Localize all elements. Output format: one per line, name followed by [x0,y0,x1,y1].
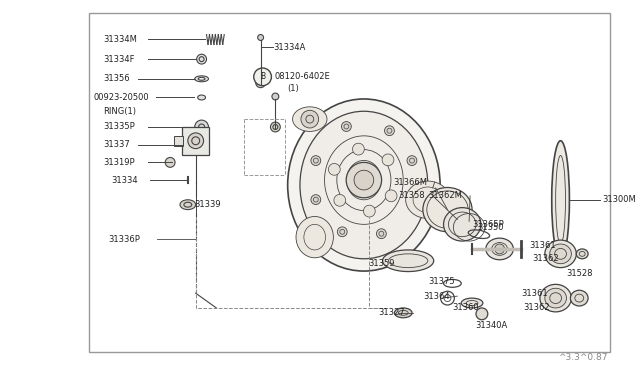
Ellipse shape [540,284,572,312]
Text: 31375: 31375 [428,277,454,286]
Circle shape [346,163,381,198]
Text: 31366M: 31366M [394,177,428,187]
Text: 31362: 31362 [523,304,550,312]
Text: 31356: 31356 [103,74,130,83]
Text: 31359: 31359 [369,259,396,268]
Circle shape [272,93,279,100]
Ellipse shape [300,111,428,259]
Circle shape [407,155,417,166]
Circle shape [495,244,504,254]
Text: 08120-6402E: 08120-6402E [275,72,330,81]
Ellipse shape [550,244,572,264]
Text: 31334: 31334 [111,176,138,185]
Ellipse shape [406,181,450,218]
Text: 31334M: 31334M [103,35,137,44]
Circle shape [188,133,204,149]
Circle shape [253,68,271,86]
Text: 31360: 31360 [452,304,479,312]
Ellipse shape [570,290,588,306]
Text: (1): (1) [287,84,299,93]
Circle shape [385,126,394,136]
Ellipse shape [195,76,209,82]
Text: 31362M: 31362M [428,191,461,201]
Ellipse shape [292,107,327,131]
Ellipse shape [545,288,566,308]
Circle shape [256,78,266,88]
Circle shape [328,163,340,175]
Circle shape [353,143,364,155]
Ellipse shape [545,240,576,267]
Text: 31365P: 31365P [472,220,504,229]
Ellipse shape [287,99,440,271]
Circle shape [342,122,351,131]
Text: 31300M: 31300M [602,195,636,204]
Ellipse shape [552,141,570,259]
Ellipse shape [444,208,481,241]
Text: 00923-20500: 00923-20500 [93,93,149,102]
Circle shape [311,195,321,205]
Circle shape [382,154,394,166]
Ellipse shape [576,249,588,259]
Text: RING(1): RING(1) [103,107,136,116]
Circle shape [407,195,417,205]
Text: 31337: 31337 [103,140,130,149]
Text: 31335P: 31335P [103,122,135,131]
Circle shape [165,157,175,167]
Circle shape [476,308,488,320]
Circle shape [364,205,375,217]
Text: 31334F: 31334F [103,55,135,64]
Text: 31358: 31358 [398,191,425,201]
Text: 31350: 31350 [477,223,504,232]
Ellipse shape [198,95,205,100]
Circle shape [196,54,207,64]
Text: 31334A: 31334A [273,43,306,52]
Text: 31361: 31361 [521,289,548,298]
Circle shape [311,155,321,166]
Circle shape [376,229,387,238]
Text: 31364: 31364 [423,292,449,301]
Ellipse shape [394,308,412,318]
Circle shape [334,195,346,206]
Bar [88,13,610,352]
Text: 31336P: 31336P [108,235,140,244]
Circle shape [337,227,347,237]
Circle shape [271,122,280,132]
Circle shape [385,190,397,202]
Ellipse shape [296,217,333,258]
Ellipse shape [180,200,196,209]
Text: ^3.3^0.87: ^3.3^0.87 [558,353,608,362]
Text: 31319P: 31319P [103,158,135,167]
Bar [174,136,183,146]
Ellipse shape [423,187,472,232]
Bar [182,127,209,154]
Text: B: B [260,72,265,81]
Text: 31339: 31339 [195,200,221,209]
Circle shape [258,35,264,41]
Ellipse shape [486,238,513,260]
Circle shape [301,110,319,128]
Text: 31361: 31361 [529,241,556,250]
Text: 31327: 31327 [379,308,405,317]
Ellipse shape [461,298,483,308]
Circle shape [354,170,374,190]
Text: 31362: 31362 [532,254,559,263]
Text: 31528: 31528 [566,269,593,278]
Ellipse shape [383,250,434,272]
Text: 31340A: 31340A [475,321,508,330]
Circle shape [195,120,209,134]
